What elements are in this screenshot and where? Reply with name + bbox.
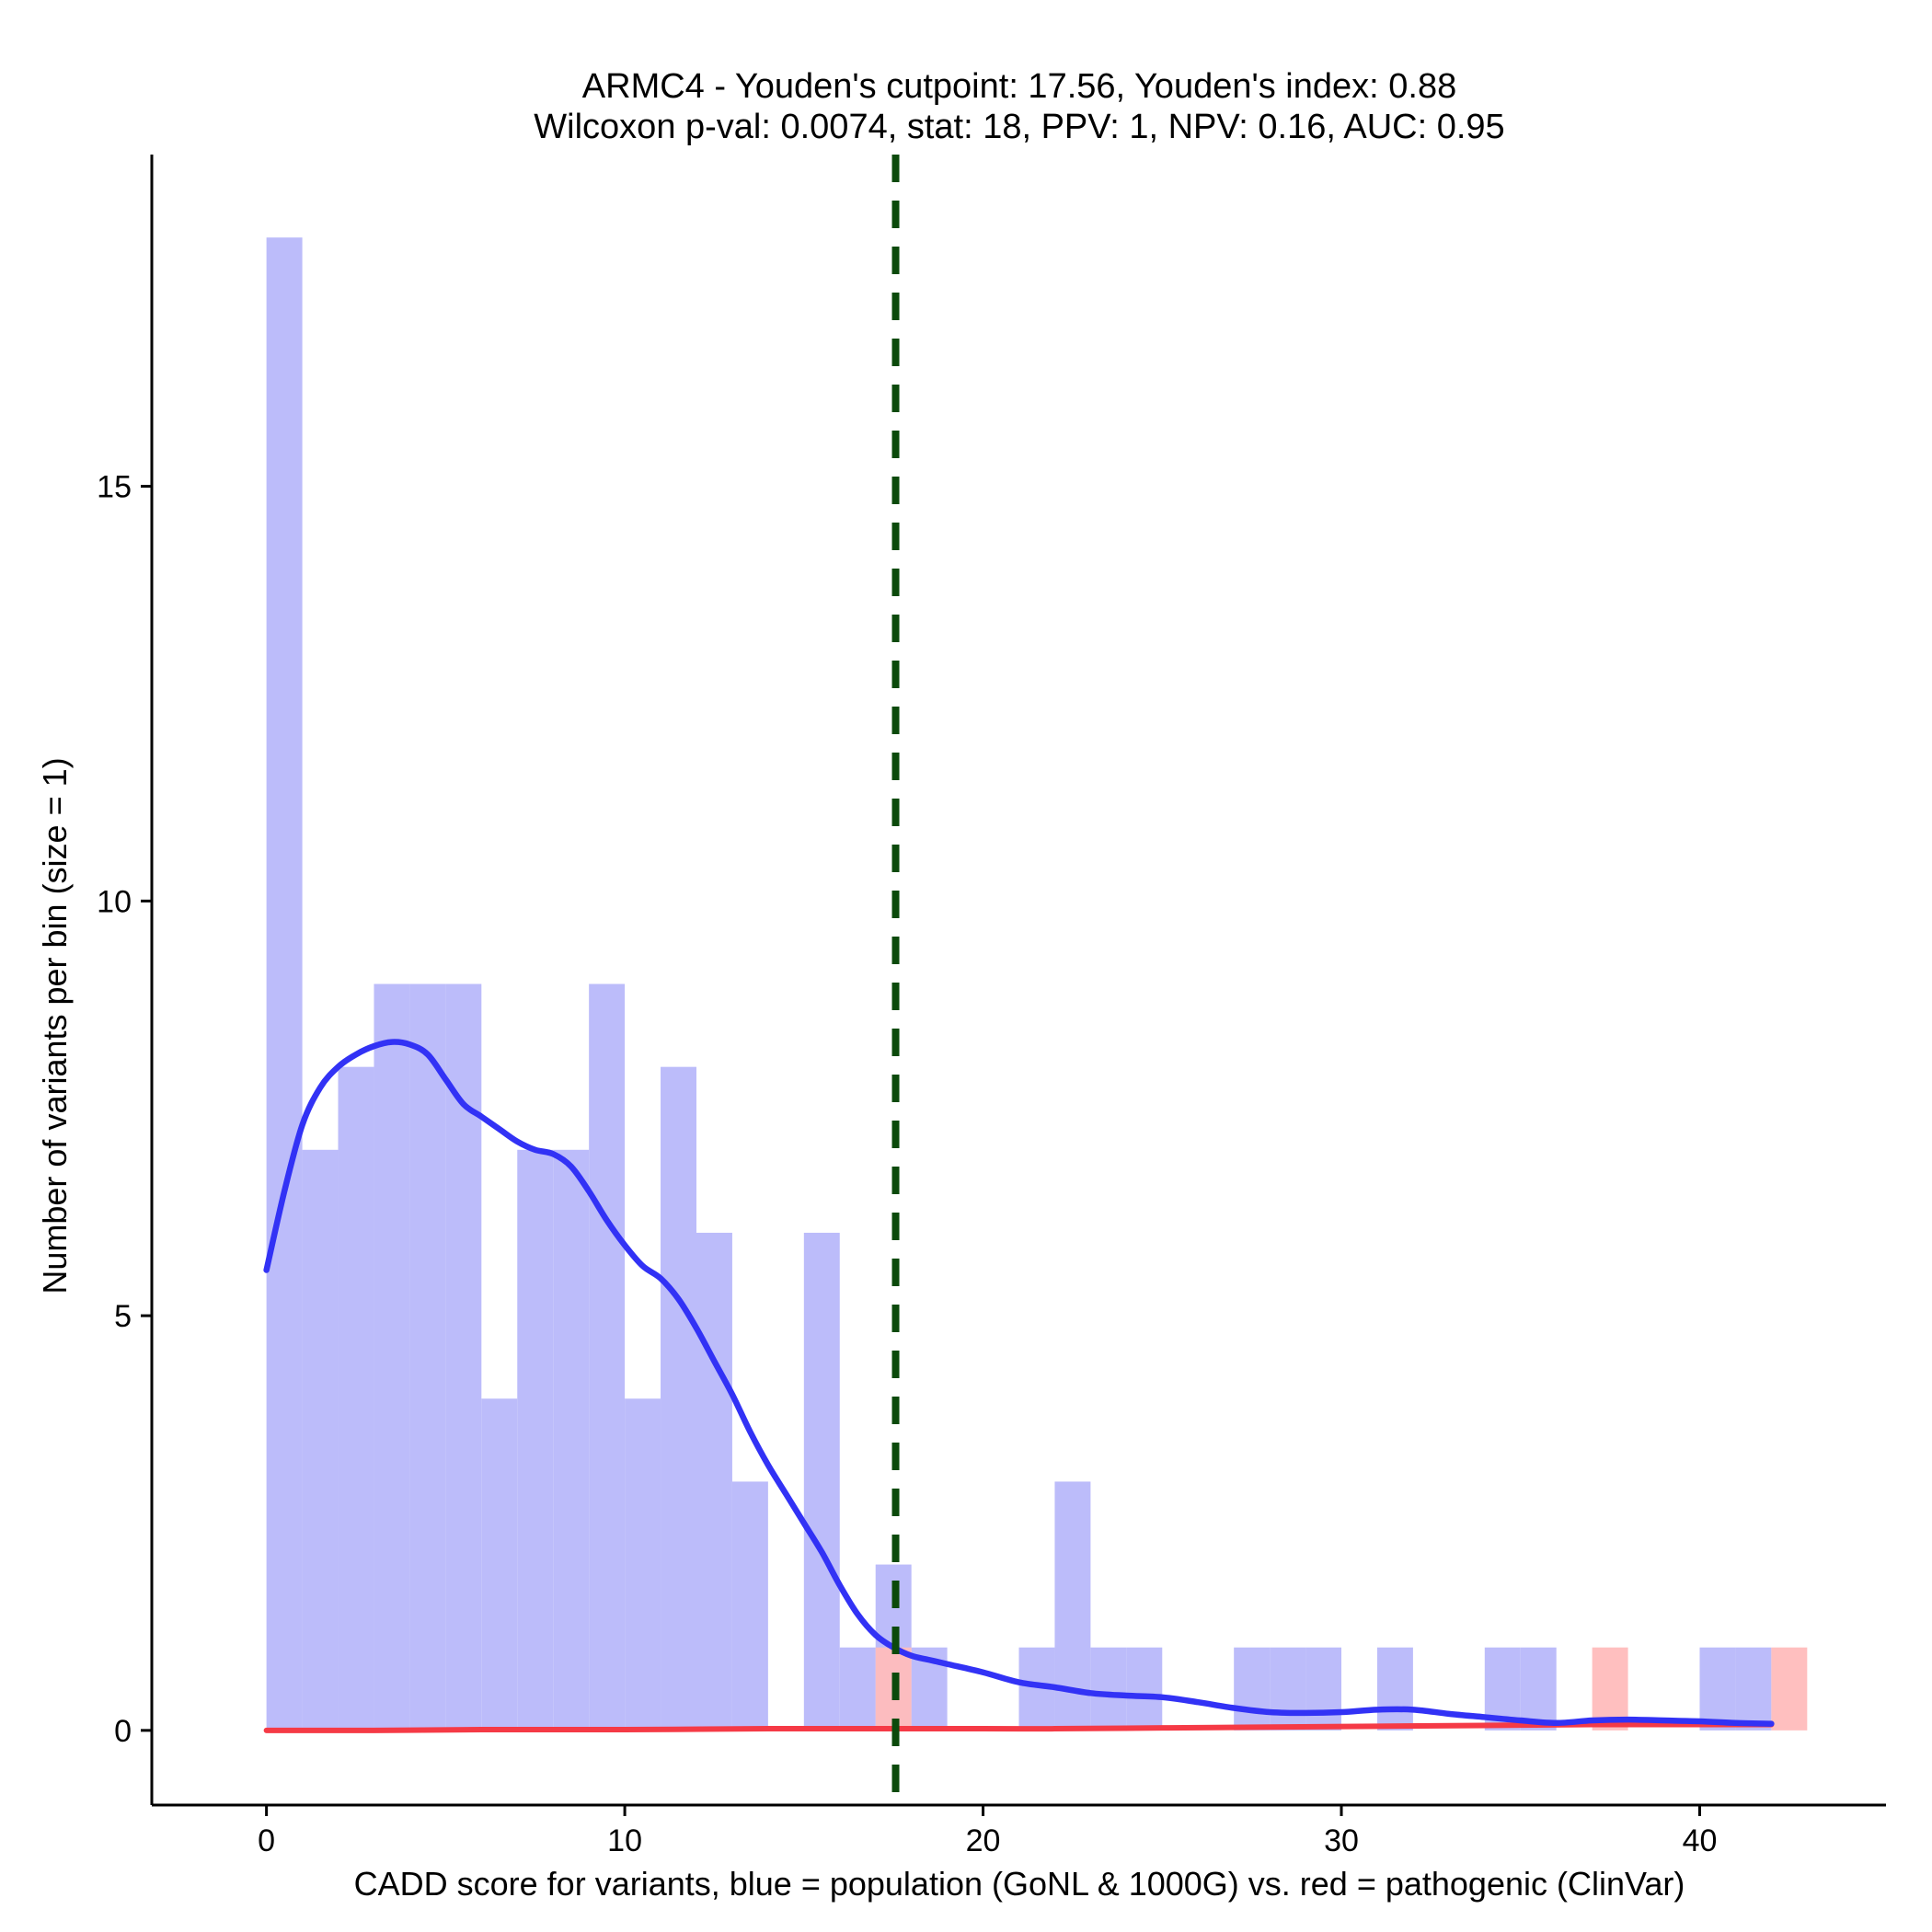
population-bar bbox=[302, 1149, 339, 1731]
population-bar bbox=[1376, 1647, 1413, 1731]
pathogenic-bar bbox=[1592, 1647, 1628, 1731]
population-bar bbox=[1699, 1647, 1736, 1731]
population-bar bbox=[839, 1647, 876, 1731]
population-bar bbox=[803, 1232, 840, 1731]
population-bar bbox=[374, 983, 410, 1731]
population-bar bbox=[338, 1066, 374, 1731]
axes: 0 10 20 30 40 0 5 10 15 bbox=[97, 155, 1886, 1858]
y-tick-label: 10 bbox=[97, 884, 132, 919]
x-tick-label: 0 bbox=[258, 1823, 275, 1858]
pathogenic-bars bbox=[875, 1647, 1808, 1731]
x-tick-label: 10 bbox=[607, 1823, 642, 1858]
population-density-curve bbox=[263, 1039, 1775, 1727]
population-bar bbox=[1270, 1647, 1306, 1731]
population-bars bbox=[266, 237, 1772, 1731]
population-bar bbox=[731, 1481, 768, 1731]
population-bar bbox=[553, 1149, 590, 1731]
population-bar bbox=[445, 983, 482, 1731]
population-bar bbox=[409, 983, 446, 1731]
y-tick-label: 0 bbox=[114, 1714, 132, 1749]
population-bar bbox=[266, 237, 303, 1731]
x-tick-label: 40 bbox=[1683, 1823, 1718, 1858]
population-bar bbox=[625, 1398, 661, 1731]
x-axis-label: CADD score for variants, blue = populati… bbox=[354, 1865, 1685, 1903]
population-bar bbox=[1305, 1647, 1342, 1731]
population-bar bbox=[1234, 1647, 1271, 1731]
x-tick-label: 30 bbox=[1324, 1823, 1359, 1858]
y-tick-label: 15 bbox=[97, 470, 132, 505]
population-bar bbox=[481, 1398, 518, 1731]
x-tick-label: 20 bbox=[966, 1823, 1001, 1858]
population-bar bbox=[1090, 1647, 1127, 1731]
population-bar bbox=[1126, 1647, 1163, 1731]
density-curves bbox=[263, 1039, 1775, 1733]
population-bar bbox=[661, 1066, 696, 1731]
pathogenic-bar bbox=[1771, 1647, 1808, 1731]
population-bar bbox=[589, 983, 626, 1731]
y-axis-label: Number of variants per bin (size = 1) bbox=[36, 757, 74, 1294]
y-tick-label: 5 bbox=[114, 1299, 132, 1334]
population-bar bbox=[1520, 1647, 1557, 1731]
population-bar bbox=[517, 1149, 554, 1731]
chart-title-line-2: Wilcoxon p-val: 0.0074, stat: 18, PPV: 1… bbox=[534, 108, 1504, 146]
chart-title-line-1: ARMC4 - Youden's cutpoint: 17.56, Youden… bbox=[582, 67, 1456, 106]
population-bar bbox=[1735, 1647, 1772, 1731]
population-bar bbox=[696, 1232, 732, 1731]
